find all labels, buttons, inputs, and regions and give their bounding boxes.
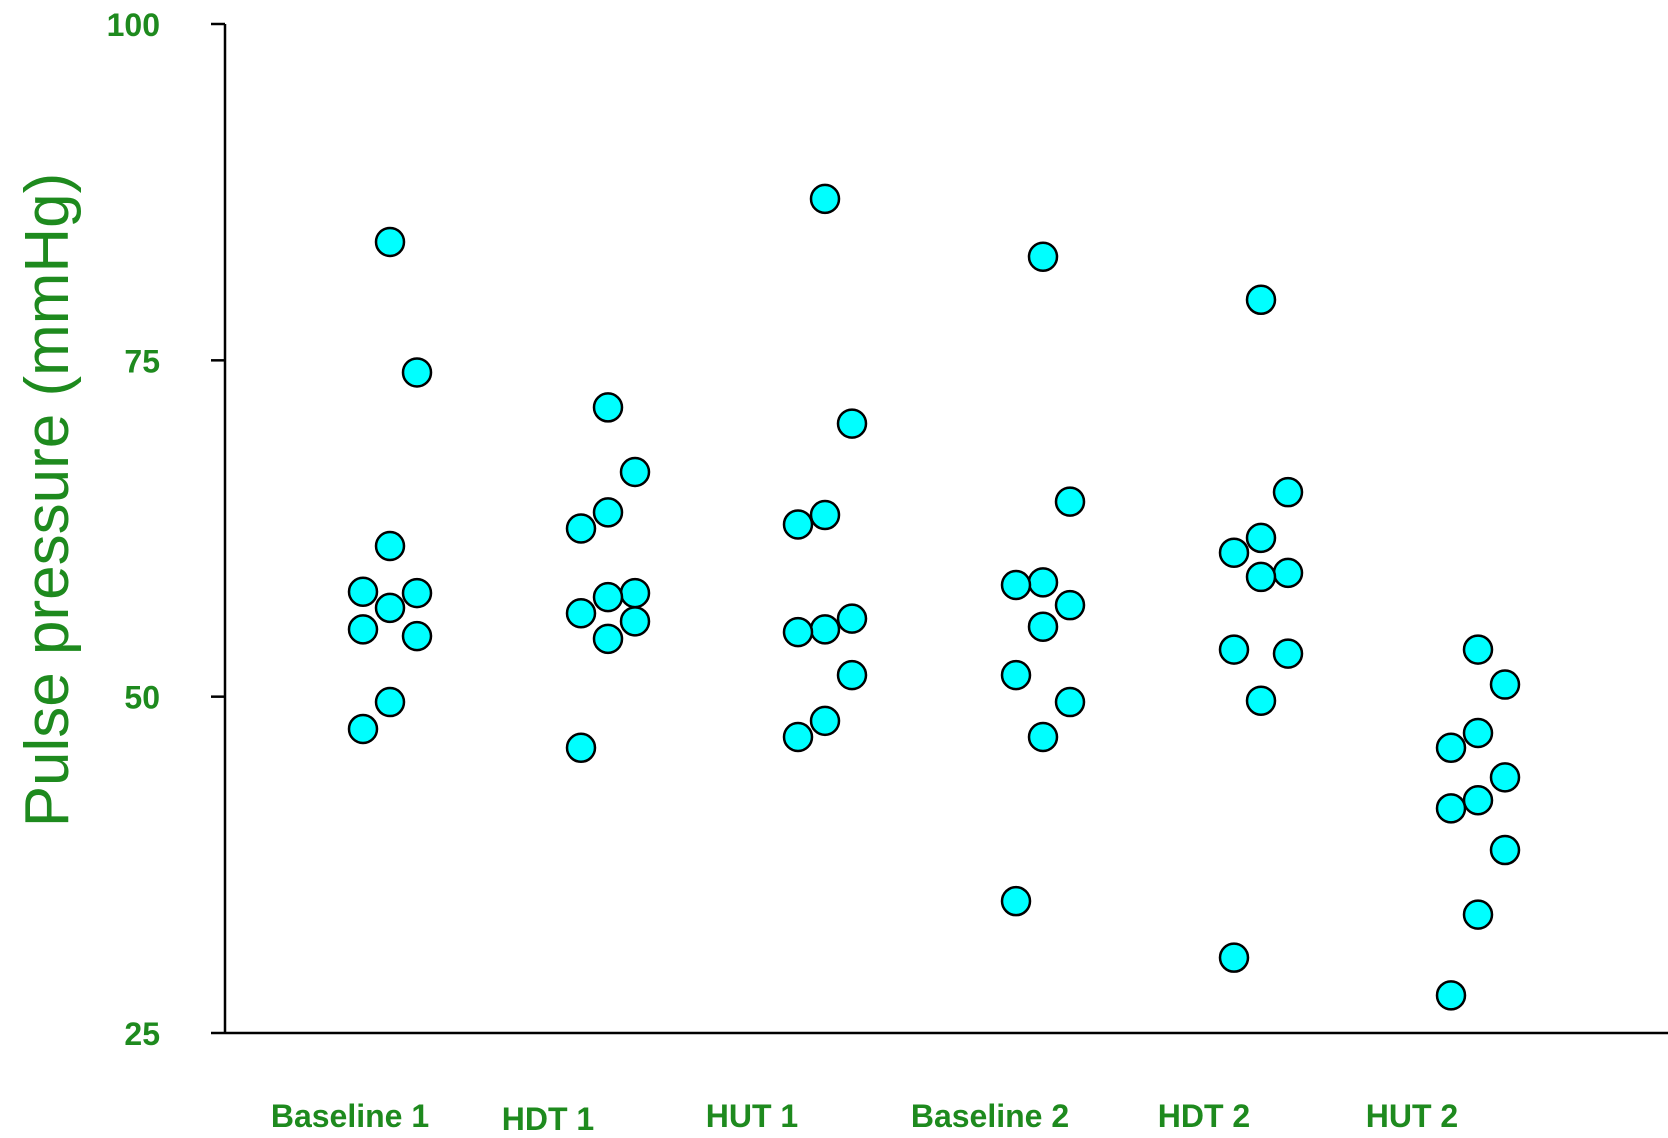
data-point bbox=[782, 509, 814, 540]
data-point bbox=[374, 686, 406, 718]
data-point bbox=[1462, 634, 1494, 665]
data-point bbox=[565, 732, 597, 764]
data-point bbox=[374, 226, 406, 258]
data-point bbox=[592, 623, 624, 655]
y-tick-label: 100 bbox=[107, 7, 160, 43]
data-point bbox=[1435, 793, 1467, 824]
data-point bbox=[1000, 885, 1032, 917]
data-point bbox=[1054, 486, 1086, 517]
x-category-label: HDT 2 bbox=[1158, 1098, 1250, 1134]
x-category-label: HUT 1 bbox=[706, 1098, 798, 1134]
data-point bbox=[592, 392, 624, 423]
data-point bbox=[1245, 685, 1277, 716]
data-points bbox=[347, 183, 1521, 1011]
y-ticks: 100 75 50 25 bbox=[107, 7, 225, 1052]
data-point bbox=[1027, 721, 1059, 753]
data-point bbox=[1000, 659, 1032, 691]
data-point bbox=[1272, 557, 1304, 589]
data-point bbox=[565, 598, 597, 629]
data-point bbox=[809, 183, 841, 215]
data-point bbox=[1462, 899, 1494, 930]
data-point bbox=[374, 530, 406, 562]
data-point bbox=[347, 614, 379, 645]
data-point bbox=[592, 581, 624, 613]
data-point bbox=[809, 705, 841, 737]
data-point bbox=[1435, 980, 1467, 1011]
data-point bbox=[565, 513, 597, 544]
data-point bbox=[1435, 732, 1467, 764]
x-category-label: HDT 1 bbox=[502, 1101, 594, 1137]
data-point bbox=[809, 499, 841, 531]
x-category-label: Baseline 2 bbox=[911, 1098, 1069, 1134]
y-tick-label: 75 bbox=[124, 343, 160, 379]
x-category-label: HUT 2 bbox=[1366, 1098, 1458, 1134]
data-point bbox=[1027, 567, 1059, 598]
data-point bbox=[1272, 476, 1304, 508]
data-point bbox=[374, 592, 406, 624]
data-point bbox=[401, 620, 433, 652]
data-point bbox=[782, 616, 814, 648]
data-point bbox=[619, 606, 651, 637]
data-point bbox=[619, 577, 651, 609]
data-point bbox=[1462, 785, 1494, 816]
data-point bbox=[1489, 834, 1521, 866]
y-tick-label: 25 bbox=[124, 1016, 160, 1052]
data-point bbox=[836, 408, 868, 439]
y-axis-title: Pulse pressure (mmHg) bbox=[13, 173, 82, 828]
data-point bbox=[347, 713, 379, 745]
data-point bbox=[401, 357, 433, 388]
data-point bbox=[1054, 686, 1086, 718]
data-point bbox=[619, 456, 651, 488]
data-point bbox=[1489, 669, 1521, 700]
data-point bbox=[401, 577, 433, 609]
data-point bbox=[1027, 611, 1059, 642]
data-point bbox=[347, 576, 379, 607]
data-point bbox=[1054, 589, 1086, 621]
data-point bbox=[1000, 569, 1032, 601]
x-category-label: Baseline 1 bbox=[271, 1098, 429, 1134]
data-point bbox=[1489, 762, 1521, 793]
data-point bbox=[1245, 522, 1277, 554]
data-point bbox=[836, 659, 868, 691]
data-point bbox=[1218, 634, 1250, 665]
y-tick-label: 50 bbox=[124, 680, 160, 716]
data-point bbox=[1462, 717, 1494, 749]
data-point bbox=[1245, 561, 1277, 593]
data-point bbox=[1218, 537, 1250, 568]
data-point bbox=[1218, 942, 1250, 973]
data-point bbox=[809, 614, 841, 645]
x-category-labels: Baseline 1 HDT 1 HUT 1 Baseline 2 HDT 2 HUT 2 bbox=[271, 1098, 1458, 1137]
data-point bbox=[592, 497, 624, 528]
data-point bbox=[1245, 284, 1277, 316]
data-point bbox=[1027, 241, 1059, 272]
data-point bbox=[1272, 638, 1304, 669]
data-point bbox=[836, 603, 868, 634]
data-point bbox=[782, 721, 814, 753]
